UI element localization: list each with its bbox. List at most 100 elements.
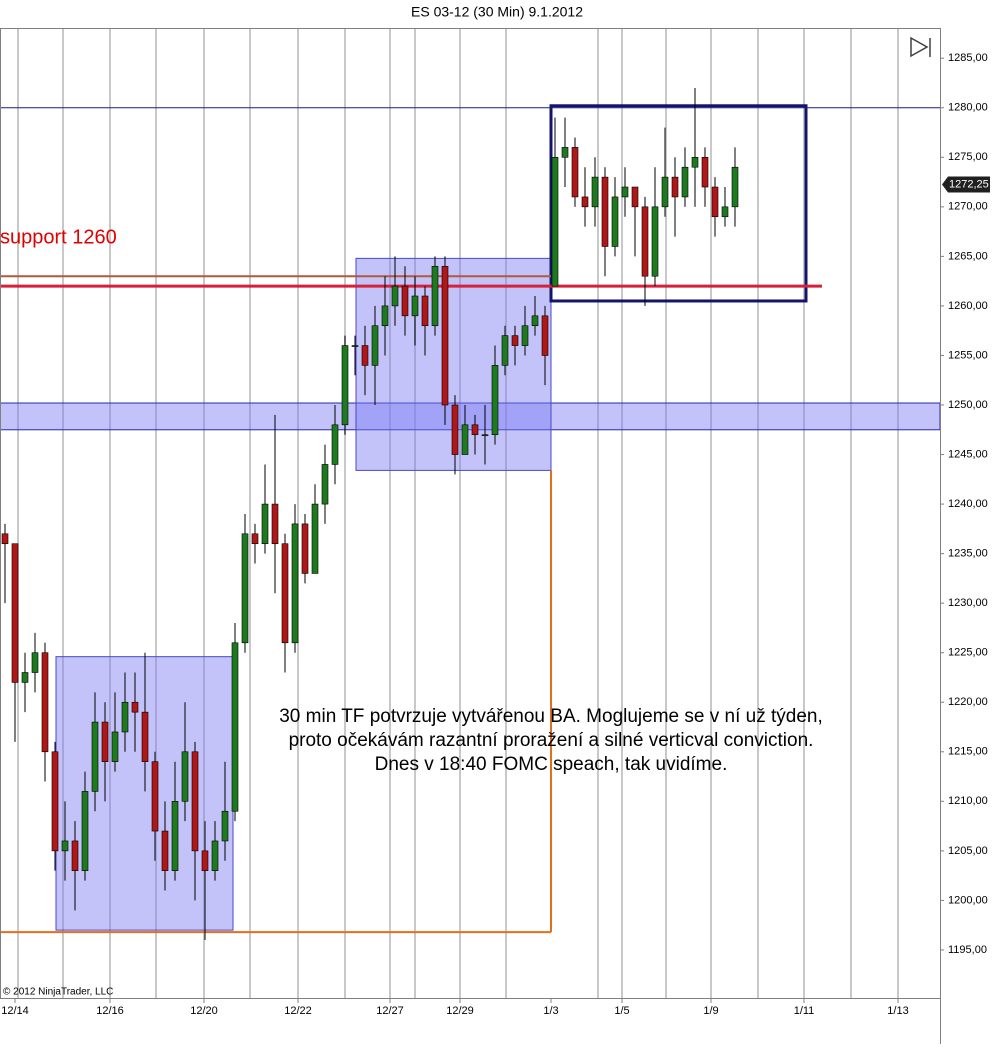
candle-body — [371, 325, 379, 366]
plot — [0, 87, 941, 941]
y-tick-label: 1230,00 — [948, 597, 988, 609]
x-tick-label: 12/20 — [190, 1005, 218, 1017]
candle-body — [221, 810, 229, 842]
x-tick-label: 1/11 — [794, 1005, 815, 1017]
candle-body — [521, 325, 529, 346]
candle-body — [181, 751, 189, 802]
candle-body — [261, 503, 269, 545]
y-tick-label: 1260,00 — [948, 300, 988, 312]
candle-body — [301, 523, 309, 574]
last-price-label: 1272,25 — [949, 178, 989, 190]
annotation: Dnes v 18:40 FOMC speach, tak uvidíme. — [375, 754, 728, 775]
y-tick-label: 1235,00 — [948, 548, 988, 560]
candle-body — [621, 186, 629, 198]
candle-body — [431, 265, 439, 327]
zone — [549, 104, 808, 303]
candle-body — [471, 424, 479, 436]
x-tick-label: 1/9 — [703, 1005, 718, 1017]
annotation: 30 min TF potvrzuje vytvářenou BA. Moglu… — [279, 706, 823, 727]
candle-body — [161, 830, 169, 871]
candle-body — [111, 731, 119, 762]
x-tick-label: 12/27 — [376, 1005, 404, 1017]
candle-body — [691, 157, 699, 168]
candle-body — [11, 543, 19, 683]
candle-body — [351, 345, 359, 347]
candle-body — [581, 196, 589, 208]
candle-body — [381, 305, 389, 327]
candle-body — [731, 166, 739, 208]
x-tick-label: 12/14 — [1, 1005, 29, 1017]
copyright: © 2012 NinjaTrader, LLC — [3, 987, 113, 998]
y-tick-label: 1255,00 — [948, 349, 988, 361]
candle-body — [131, 701, 139, 713]
candle-body — [1, 533, 9, 545]
candle-body — [331, 424, 339, 465]
candle-body — [51, 751, 59, 852]
candle-body — [681, 166, 689, 198]
candle-body — [271, 503, 279, 545]
candle-body — [651, 206, 659, 277]
scroll-end-icon — [910, 36, 931, 58]
x-tick-label: 12/29 — [446, 1005, 474, 1017]
candle-body — [41, 652, 49, 753]
candle-body — [191, 751, 199, 852]
chart-title: ES 03-12 (30 Min) 9.1.2012 — [411, 4, 583, 20]
candle-body — [481, 434, 489, 437]
y-tick-label: 1225,00 — [948, 647, 988, 659]
candle-body — [81, 791, 89, 871]
candle-body — [551, 157, 559, 287]
candle-body — [61, 840, 69, 852]
candle-body — [401, 285, 409, 317]
annotation: support 1260 — [0, 226, 117, 248]
y-tick-label: 1280,00 — [948, 102, 988, 114]
candle-body — [531, 315, 539, 327]
y-tick-label: 1245,00 — [948, 448, 988, 460]
candle-body — [391, 285, 399, 307]
x-tick-label: 12/16 — [96, 1005, 124, 1017]
y-tick-label: 1205,00 — [948, 845, 988, 857]
candle-body — [441, 265, 449, 406]
y-tick-label: 1195,00 — [948, 944, 987, 956]
candle-body — [571, 147, 579, 198]
x-tick-label: 1/13 — [887, 1005, 908, 1017]
candle-body — [411, 295, 419, 317]
candle-body — [31, 652, 39, 673]
candle-body — [511, 335, 519, 346]
candle-body — [151, 761, 159, 832]
candle-body — [21, 672, 29, 683]
candle-body — [231, 642, 239, 812]
y-tick-label: 1240,00 — [948, 498, 988, 510]
candle-body — [591, 176, 599, 208]
y-tick-label: 1200,00 — [948, 894, 988, 906]
y-tick-label: 1285,00 — [948, 52, 988, 64]
y-tick-label: 1215,00 — [948, 746, 988, 758]
candle-body — [281, 543, 289, 644]
candle-body — [311, 503, 319, 574]
candle-body — [201, 850, 209, 871]
candle-body — [241, 533, 249, 644]
candle-body — [491, 365, 499, 436]
candle-body — [71, 840, 79, 871]
candle-body — [541, 315, 549, 356]
candle-body — [561, 147, 569, 158]
candle-body — [91, 721, 99, 792]
candle-body — [701, 157, 709, 188]
candle-body — [121, 701, 129, 733]
y-tick-label: 1210,00 — [948, 795, 988, 807]
candle-body — [611, 196, 619, 247]
candle-body — [711, 186, 719, 218]
candle-body — [341, 345, 349, 426]
candle-body — [251, 533, 259, 545]
candle-body — [361, 345, 369, 366]
candle-body — [461, 424, 469, 455]
y-tick-label: 1270,00 — [948, 201, 988, 213]
session-lines — [17, 28, 899, 998]
candle-body — [721, 206, 729, 218]
candle-body — [321, 464, 329, 505]
x-tick-label: 1/5 — [614, 1005, 629, 1017]
last-price-flag — [942, 176, 990, 193]
y-tick-label: 1220,00 — [948, 696, 988, 708]
y-tick-label: 1250,00 — [948, 399, 988, 411]
candle-body — [641, 206, 649, 277]
